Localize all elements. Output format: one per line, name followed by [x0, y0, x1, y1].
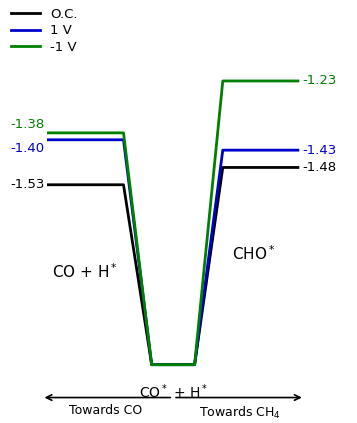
Text: -1.43: -1.43	[302, 144, 336, 157]
Text: -1.53: -1.53	[10, 178, 44, 191]
Text: -1.38: -1.38	[10, 118, 44, 131]
Text: -1.23: -1.23	[302, 74, 336, 88]
Text: CO + H$^*$: CO + H$^*$	[52, 262, 117, 280]
Text: CO$^*$ + H$^*$: CO$^*$ + H$^*$	[139, 382, 208, 401]
Legend: O.C., 1 V, -1 V: O.C., 1 V, -1 V	[11, 8, 78, 54]
Text: Towards CO: Towards CO	[69, 404, 143, 418]
Text: CHO$^*$: CHO$^*$	[232, 244, 275, 263]
Text: -1.40: -1.40	[10, 142, 44, 154]
Text: -1.48: -1.48	[302, 161, 336, 174]
Text: Towards CH$_4$: Towards CH$_4$	[199, 404, 281, 420]
